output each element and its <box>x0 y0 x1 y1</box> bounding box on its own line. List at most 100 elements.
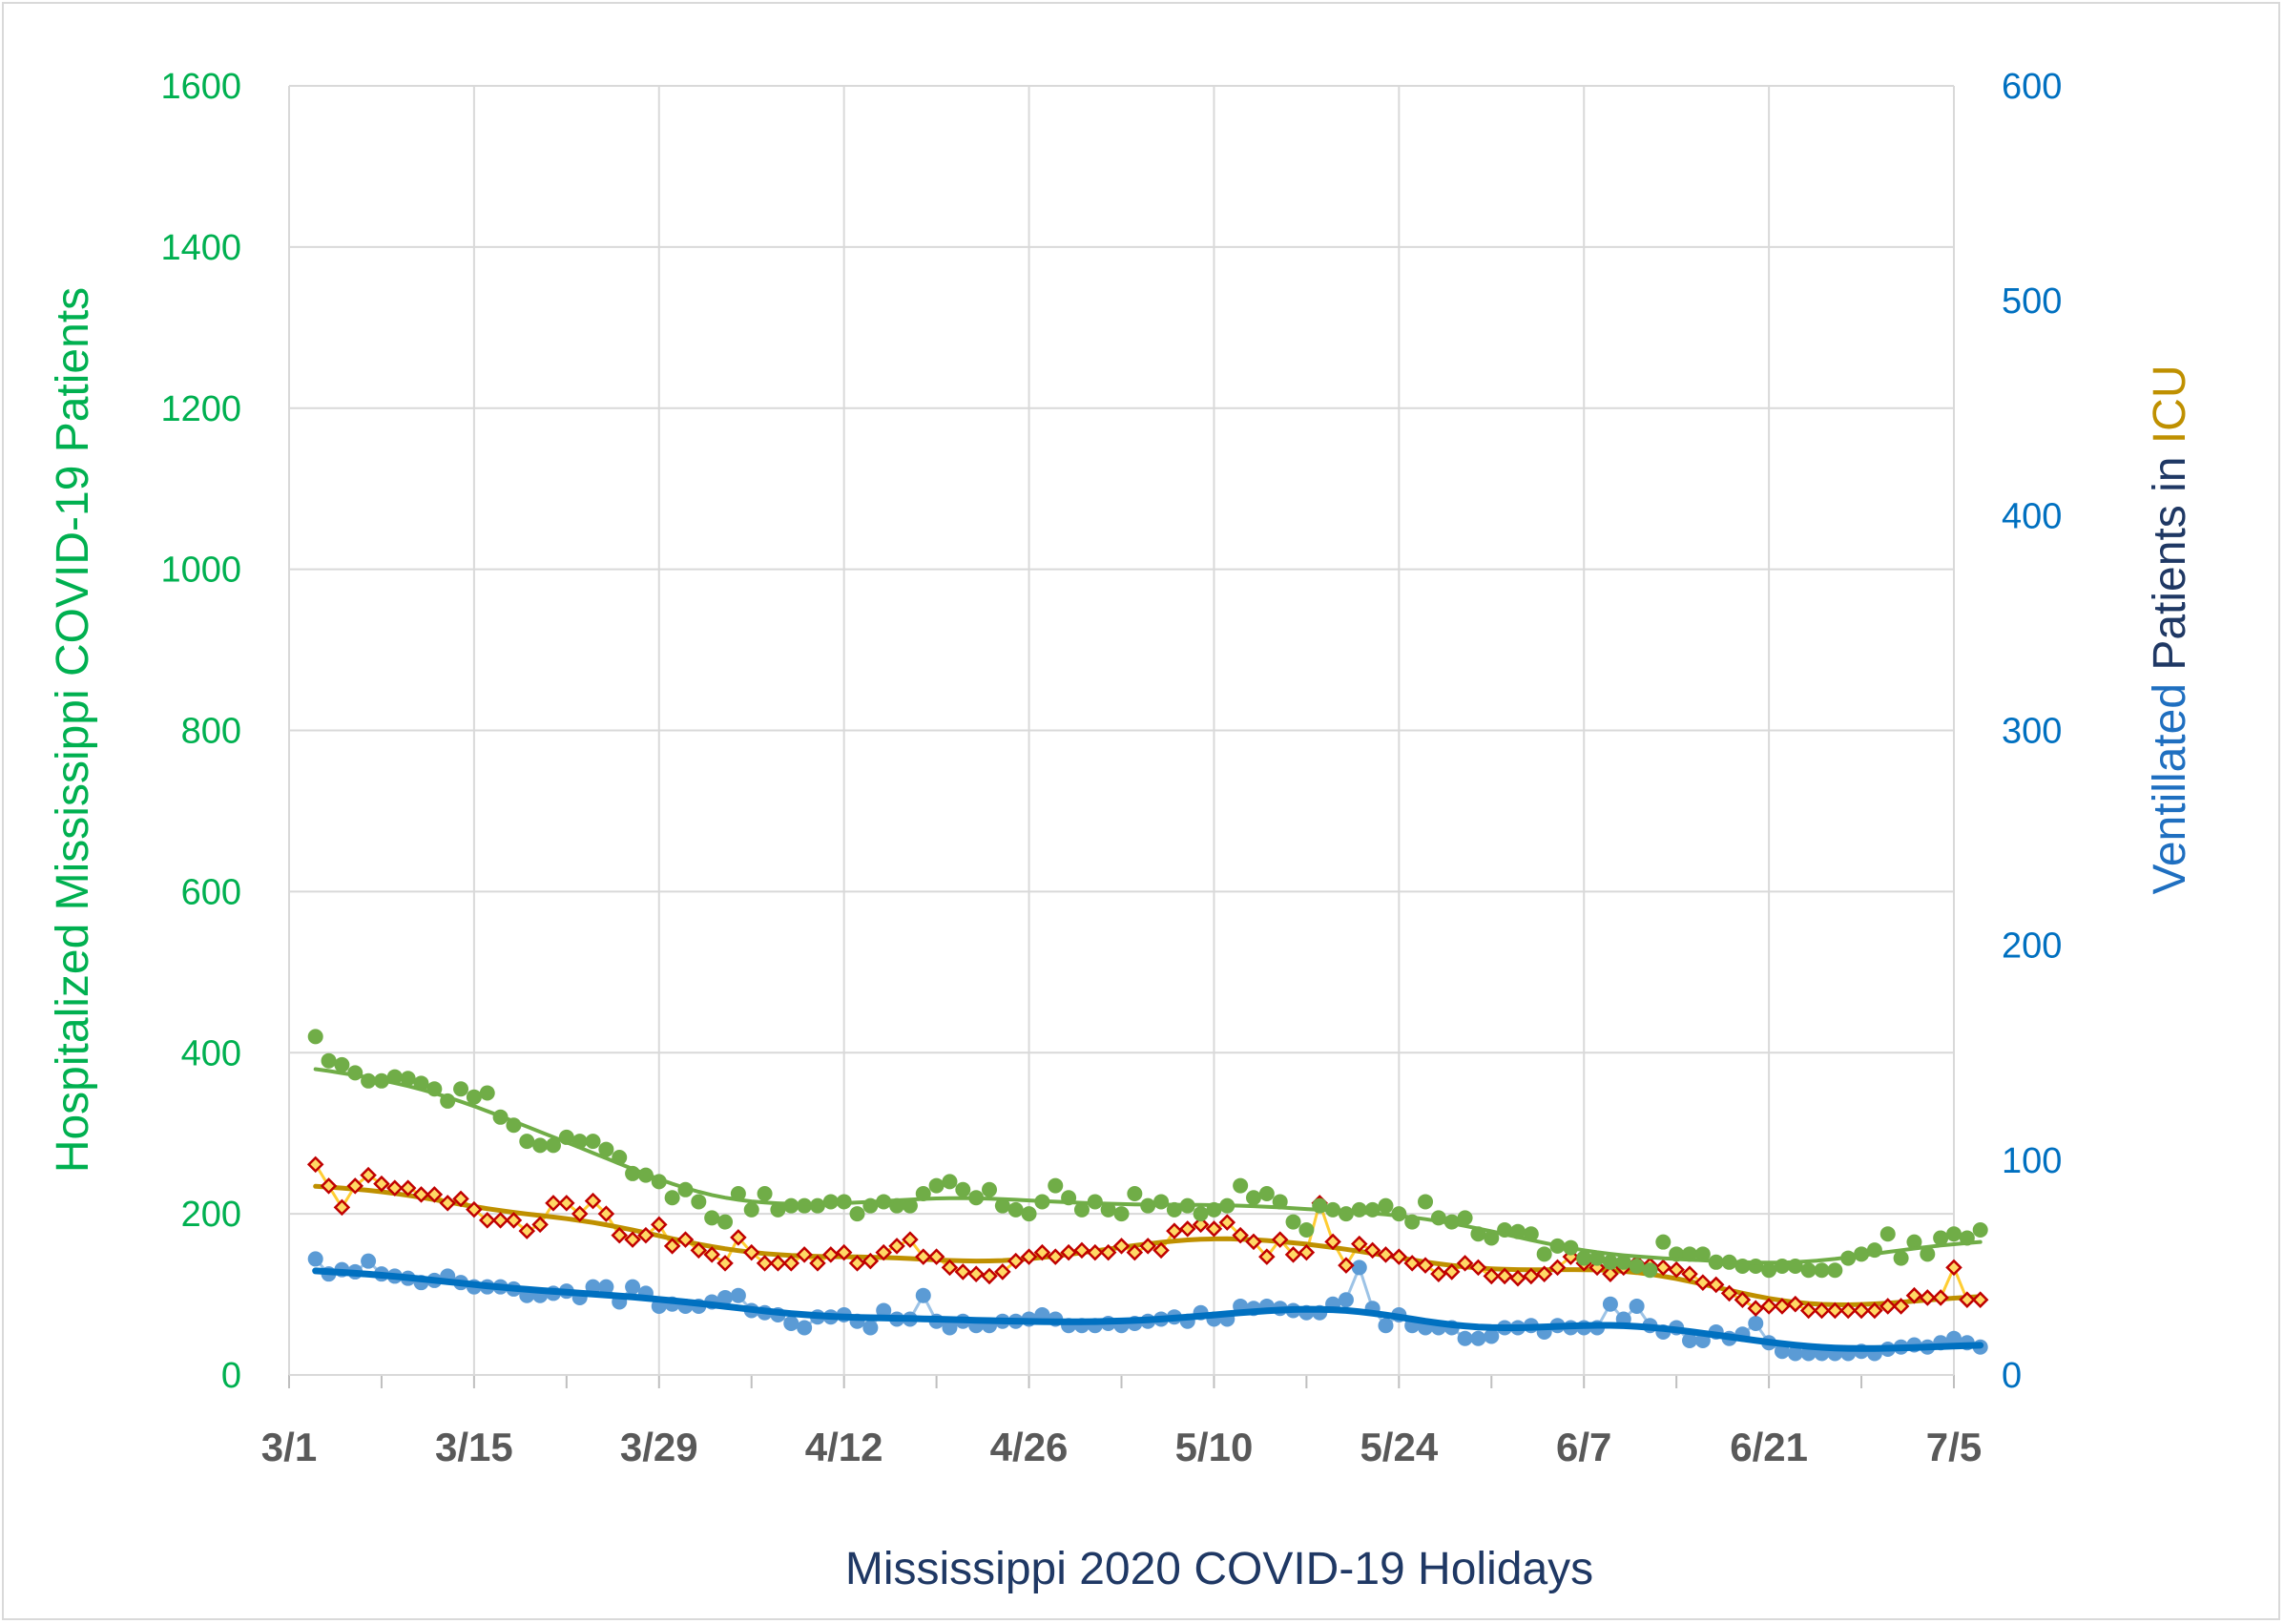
axes <box>288 86 1955 1388</box>
hospitalized-point <box>902 1197 918 1214</box>
icu-point <box>663 1238 681 1255</box>
hospitalized-point <box>1576 1250 1592 1266</box>
hospitalized-point <box>743 1201 759 1218</box>
icu-point <box>914 1248 932 1265</box>
x-tick-label: 4/26 <box>990 1425 1069 1469</box>
icu-point <box>875 1243 892 1261</box>
icu-point <box>927 1248 945 1265</box>
x-tick-label: 3/1 <box>261 1425 317 1469</box>
hospitalized-point <box>585 1134 601 1150</box>
ventilated-point <box>1470 1330 1486 1346</box>
hospitalized-point <box>1906 1234 1922 1250</box>
y-axis-right-title-part-2: Patients in <box>2145 444 2195 683</box>
hospitalized-point <box>783 1197 799 1214</box>
ventilated-point <box>1748 1315 1764 1331</box>
ventilated-point <box>1602 1296 1618 1312</box>
hospitalized-point <box>770 1201 786 1218</box>
hospitalized-point <box>598 1141 614 1157</box>
icu-point <box>769 1255 787 1272</box>
icu-point <box>478 1212 496 1229</box>
icu-point <box>822 1246 840 1263</box>
icu-point <box>1112 1238 1131 1255</box>
hospitalized-point <box>849 1206 865 1222</box>
icu-point <box>1443 1263 1461 1280</box>
icu-point <box>571 1205 589 1222</box>
ventilated-point <box>1484 1328 1500 1344</box>
y-axis-right-title-part-3: ICU <box>2145 365 2195 445</box>
x-tick-label: 7/5 <box>1926 1425 1982 1469</box>
icu-point <box>1324 1233 1341 1251</box>
gridlines <box>288 85 1955 1375</box>
icu-point <box>1007 1252 1025 1270</box>
hospitalized-point <box>1615 1254 1631 1270</box>
icu-point <box>360 1166 377 1184</box>
hospitalized-point <box>1972 1222 1988 1239</box>
hospitalized-point <box>1761 1262 1777 1279</box>
hospitalized-point <box>1629 1259 1645 1275</box>
icu-point <box>676 1231 695 1248</box>
icu-point <box>756 1255 774 1272</box>
ventilated-point <box>307 1251 323 1267</box>
icu-point <box>1959 1291 1976 1308</box>
icu-point <box>1760 1298 1777 1315</box>
icu-point <box>742 1243 760 1261</box>
ventilated-point <box>717 1289 734 1305</box>
icu-point <box>611 1226 628 1244</box>
x-tick-label: 5/24 <box>1360 1425 1438 1469</box>
icu-point <box>1192 1216 1210 1234</box>
icu-point <box>1047 1248 1065 1265</box>
hospitalized-point <box>1418 1194 1434 1210</box>
icu-point <box>796 1246 813 1263</box>
icu-point <box>651 1216 668 1234</box>
y-right-tick-label: 100 <box>2002 1141 2062 1181</box>
hospitalized-point <box>1893 1250 1909 1266</box>
icu-point <box>491 1212 509 1229</box>
icu-point <box>1774 1298 1791 1315</box>
icu-point <box>1166 1222 1183 1239</box>
y-left-tick-label: 0 <box>221 1356 241 1396</box>
y-right-tick-label: 400 <box>2002 496 2062 536</box>
hospitalized-point <box>532 1137 549 1154</box>
hospitalized-point <box>994 1197 1010 1214</box>
tick-labels: 0 200 400 600 800 1000 1200 1400 1600 0 100 200 300 4… <box>160 67 2062 1469</box>
y-left-tick-label: 200 <box>181 1195 241 1235</box>
hospitalized-trend-line <box>313 1067 1983 1265</box>
icu-point <box>902 1231 919 1248</box>
icu-point <box>1417 1257 1434 1274</box>
icu-point <box>1073 1241 1090 1260</box>
icu-point <box>1218 1214 1236 1231</box>
ventilated-point <box>1946 1330 1962 1346</box>
y-left-tick-label: 400 <box>181 1033 241 1073</box>
icu-point <box>1694 1274 1712 1291</box>
hospitalized-point <box>1920 1246 1936 1262</box>
icu-point <box>782 1255 800 1272</box>
icu-point <box>584 1192 602 1210</box>
icu-point <box>1338 1257 1355 1274</box>
icu-point <box>386 1179 404 1197</box>
hospitalized-point <box>479 1085 495 1101</box>
icu-point <box>1430 1265 1447 1282</box>
icu-point <box>545 1195 562 1212</box>
x-tick-label: 6/21 <box>1730 1425 1808 1469</box>
ventilated-point <box>361 1253 377 1269</box>
hospitalized-point <box>757 1186 773 1202</box>
icu-point <box>1126 1243 1144 1261</box>
hospitalized-point <box>1193 1206 1209 1222</box>
hospitalized-point <box>1484 1230 1500 1246</box>
hospitalized-point <box>1258 1186 1275 1202</box>
icu-point <box>1919 1289 1937 1306</box>
x-tick-label: 6/7 <box>1556 1425 1611 1469</box>
x-tick-label: 3/15 <box>435 1425 513 1469</box>
y-axis-right-title: Ventillated Patients in ICU <box>2145 365 2195 895</box>
icu-point <box>1535 1265 1553 1282</box>
hospitalized-point <box>1536 1246 1552 1262</box>
icu-point <box>1971 1291 1989 1308</box>
icu-point <box>1152 1241 1170 1260</box>
icu-point <box>1232 1226 1249 1244</box>
ventilated-point <box>783 1315 799 1331</box>
hospitalized-point <box>1153 1194 1170 1210</box>
ventilated-point <box>1351 1260 1367 1276</box>
hospitalized-point <box>1127 1186 1143 1202</box>
icu-point <box>716 1255 734 1272</box>
ventilated-point <box>598 1279 614 1295</box>
